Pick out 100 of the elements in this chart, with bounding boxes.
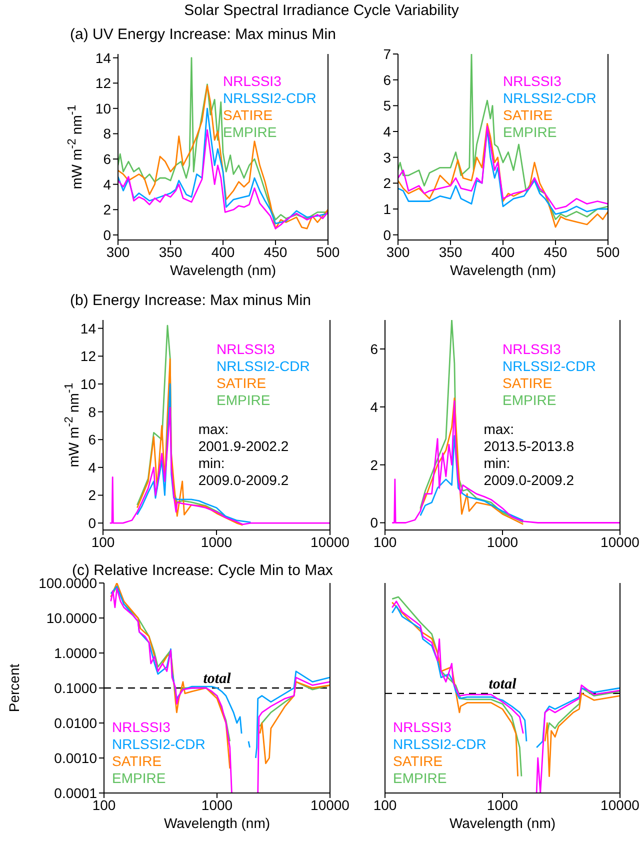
annotation: min: — [484, 455, 512, 472]
annotation: 2009.0-2009.2 — [198, 472, 290, 489]
y-tick-label: 6 — [88, 432, 96, 448]
text: SATIRE — [502, 375, 554, 392]
y-tick-label: 0.1000 — [54, 680, 98, 696]
y-tick-label: 0 — [383, 226, 392, 243]
y-tick-label: 4 — [88, 459, 96, 476]
x-tick-label: 10000 — [600, 796, 640, 813]
line-series — [398, 54, 608, 220]
text: EMPIRE — [112, 770, 167, 787]
x-tick-label: 100 — [91, 534, 115, 550]
y-tick-label: 2 — [103, 202, 112, 218]
y-tick-label: 3 — [383, 149, 392, 166]
ref-line-label: total — [488, 676, 518, 692]
y-tick-label: 10 — [80, 376, 96, 392]
y-tick-label: 2 — [383, 175, 392, 192]
text: EMPIRE — [216, 392, 272, 409]
text: NRLSSI3 — [216, 341, 276, 358]
x-axis-title: Wavelength (nm) — [448, 262, 558, 278]
text: NRLSSI3 — [503, 72, 562, 90]
chart-subtitle: (a) UV Energy Increase: Max minus Min — [70, 26, 336, 43]
y-tick-label: 6 — [370, 340, 378, 357]
x-tick-label: 500 — [596, 244, 620, 260]
line-series — [398, 123, 608, 228]
series-label: NRLSSI3 — [393, 719, 452, 736]
x-tick-label: 400 — [491, 244, 515, 260]
y-tick-label: 12 — [95, 75, 112, 92]
y-tick-label: 4 — [370, 398, 378, 415]
annotation: max: — [484, 421, 516, 438]
x-tick-label: 350 — [158, 244, 182, 260]
x-tick-label: 100 — [373, 534, 397, 550]
text: NRLSSI2-CDR — [112, 736, 206, 753]
y-tick-label: 8 — [103, 126, 112, 142]
y-tick-label: 4 — [383, 123, 392, 140]
series-label: EMPIRE — [503, 124, 558, 141]
x-tick-label: 450 — [544, 244, 568, 260]
text: NRLSSI2-CDR — [216, 358, 310, 375]
x-tick-label: 350 — [438, 244, 462, 260]
x-axis-title: Wavelength (nm) — [168, 262, 278, 278]
chart-title: (b) Energy Increase: Max minus Min — [70, 292, 311, 309]
x-tick-label: 10000 — [600, 534, 640, 550]
y-tick-label: 1 — [383, 200, 392, 217]
text: NRLSSI2-CDR — [502, 358, 596, 375]
y-tick-label: 2 — [370, 456, 378, 473]
y-tick-label: 0 — [103, 226, 112, 243]
text: NRLSSI3 — [502, 341, 562, 358]
x-axis-title: Wavelength (nm) — [448, 815, 557, 831]
y-tick-label: 2 — [88, 487, 96, 504]
y-tick-label: 8 — [88, 404, 96, 420]
y-tick-label: 5 — [383, 98, 392, 114]
y-tick-label: 7 — [383, 46, 392, 62]
annotation: 2013.5-2013.8 — [484, 438, 576, 455]
text: NRLSSI2-CDR — [393, 736, 486, 753]
annotation: min: — [198, 455, 226, 472]
y-tick-label: 10 — [95, 100, 112, 116]
text: EMPIRE — [502, 392, 558, 409]
y-tick-label: 1.0000 — [54, 644, 98, 661]
series-label: EMPIRE — [223, 124, 278, 141]
series-label: SATIRE — [223, 106, 274, 124]
line-series — [118, 108, 328, 224]
y-tick-label: 0.0010 — [54, 750, 98, 766]
line-series — [118, 57, 328, 220]
line-series — [118, 84, 328, 230]
y-tick-label: 0 — [370, 514, 378, 531]
series-label: NRLSSI3 — [112, 719, 172, 736]
text: NRLSSI2-CDR — [503, 90, 596, 107]
y-tick-label: 14 — [95, 50, 112, 66]
x-tick-label: 300 — [386, 244, 410, 260]
x-tick-label: 450 — [264, 244, 288, 260]
text: NRLSSI3 — [223, 72, 282, 90]
y-axis-title: Percent — [6, 664, 22, 712]
annotation: max: — [198, 421, 230, 438]
x-tick-label: 100 — [373, 796, 397, 813]
x-tick-label: 10000 — [310, 796, 350, 813]
ref-line-label: total — [203, 671, 232, 687]
text: SATIRE — [393, 753, 444, 770]
x-tick-label: 1000 — [200, 534, 232, 550]
y-tick-label: 10.0000 — [46, 610, 98, 626]
x-tick-label: 1000 — [486, 796, 518, 813]
y-tick-label: 6 — [383, 72, 392, 88]
line-series — [118, 129, 328, 230]
series-label: NRLSSI2-CDR — [223, 90, 316, 107]
y-tick-label: 0.0100 — [54, 714, 98, 731]
y-tick-label: 14 — [80, 320, 96, 336]
text: SATIRE — [112, 753, 163, 770]
x-tick-label: 1000 — [201, 796, 233, 813]
x-tick-label: 300 — [106, 244, 130, 260]
annotation: 2001.9-2002.2 — [198, 438, 290, 455]
x-tick-label: 10000 — [310, 534, 350, 550]
text: EMPIRE — [393, 770, 448, 787]
x-tick-label: 500 — [316, 244, 340, 260]
x-tick-label: 400 — [211, 244, 235, 260]
y-tick-label: 12 — [80, 348, 96, 364]
x-axis-title: Wavelength (nm) — [162, 815, 272, 831]
y-tick-label: 4 — [103, 176, 112, 192]
y-tick-label: 6 — [103, 150, 112, 167]
annotation: 2009.0-2009.2 — [484, 472, 576, 489]
series-label: SATIRE — [503, 106, 554, 124]
text: SATIRE — [216, 375, 268, 392]
chart-title: Solar Spectral Irradiance Cycle Variability — [183, 2, 460, 19]
